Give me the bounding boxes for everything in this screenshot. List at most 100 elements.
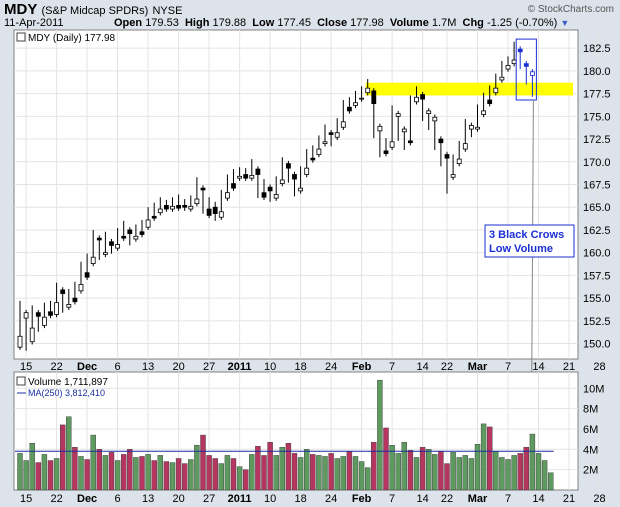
- price-x-tick-label: 14: [532, 361, 544, 373]
- price-x-tick-label: 28: [593, 361, 605, 373]
- price-x-tick-label: 18: [294, 361, 306, 373]
- volume-bar: [291, 453, 298, 491]
- price-x-tick-label: 27: [203, 361, 215, 373]
- price-candle-down: [261, 192, 267, 198]
- price-candle-up: [218, 211, 224, 218]
- price-candle-down: [231, 183, 236, 189]
- symbol: MDY: [4, 1, 38, 18]
- volume-bar: [401, 441, 407, 491]
- volume-bar: [133, 457, 139, 491]
- volume-bar: [169, 462, 176, 491]
- price-candle-up: [279, 179, 285, 184]
- volume-bar: [310, 454, 316, 491]
- price-candle-up: [414, 96, 419, 103]
- price-candle-down: [121, 235, 127, 239]
- volume-y-tick-label: 4M: [583, 444, 598, 456]
- price-candle-down: [438, 138, 444, 144]
- volume-bar: [41, 454, 48, 491]
- price-x-tick-label: 20: [172, 361, 184, 373]
- volume-bar: [438, 451, 444, 491]
- volume-bar: [480, 423, 487, 491]
- price-x-tick-label: Feb: [352, 361, 372, 373]
- price-candle-down: [255, 168, 261, 175]
- price-y-tick-label: 182.5: [583, 43, 611, 55]
- volume-bar: [151, 460, 157, 491]
- price-candle-up: [78, 284, 84, 292]
- volume-bar: [194, 445, 200, 491]
- price-candle-down: [60, 289, 66, 294]
- price-candle-up: [322, 141, 328, 145]
- price-candle-down: [285, 163, 291, 169]
- price-candle-up: [316, 148, 322, 155]
- price-candle-up: [194, 198, 200, 204]
- price-y-tick-label: 160.0: [583, 248, 611, 260]
- price-candle-up: [224, 192, 230, 199]
- volume-x-tick-label: Feb: [352, 493, 372, 505]
- volume-bar: [389, 445, 395, 491]
- volume-bar: [163, 461, 170, 491]
- price-candle-down: [346, 106, 352, 112]
- volume-bar: [23, 460, 29, 491]
- price-y-tick-label: 175.0: [583, 111, 611, 123]
- price-y-tick-label: 150.0: [583, 339, 611, 351]
- price-candle-up: [273, 194, 279, 199]
- price-candle-up: [90, 256, 96, 264]
- price-legend: MDY (Daily) 177.98: [28, 33, 116, 44]
- price-candle-up: [359, 97, 365, 100]
- price-candle-down: [72, 297, 78, 303]
- open-label: Open: [114, 17, 143, 29]
- price-candle-down: [517, 48, 523, 53]
- resistance-highlight: [365, 82, 573, 96]
- volume-bar: [419, 447, 426, 491]
- price-candle-down: [310, 157, 316, 161]
- volume-x-tick-label: 27: [203, 493, 215, 505]
- volume-bar: [108, 452, 115, 491]
- price-candle-up: [493, 87, 499, 94]
- price-candle-up: [401, 128, 407, 133]
- price-candle-down: [371, 90, 377, 105]
- volume-bar: [358, 461, 365, 491]
- price-candle-down: [109, 241, 114, 246]
- volume-bar: [523, 447, 529, 491]
- price-x-tick-label: 24: [325, 361, 337, 373]
- volume-bar: [224, 455, 231, 491]
- volume-bar: [462, 455, 468, 491]
- price-x-tick-label: 22: [441, 361, 453, 373]
- three-crows-box: [515, 38, 537, 101]
- dropdown-arrow-icon[interactable]: ▼: [560, 18, 570, 28]
- price-candle-up: [66, 304, 72, 308]
- volume-bar: [297, 457, 304, 491]
- price-candle-down: [206, 208, 212, 216]
- price-candle-up: [170, 205, 175, 210]
- volume-x-tick-label: 21: [563, 493, 575, 505]
- volume-bar: [383, 427, 389, 491]
- price-candle-down: [212, 206, 218, 214]
- volume-bar: [377, 379, 383, 491]
- price-candle-up: [475, 126, 480, 130]
- volume-x-tick-label: 22: [50, 493, 62, 505]
- volume-x-tick-label: 15: [20, 493, 32, 505]
- volume-y-axis: 2M 4M 6M 8M 10M: [583, 383, 604, 476]
- volume-x-tick-label: 2011: [228, 493, 252, 505]
- price-y-tick-label: 170.0: [583, 157, 611, 169]
- price-y-tick-label: 155.0: [583, 293, 611, 305]
- volume-bar: [395, 453, 401, 491]
- volume-bar: [487, 426, 493, 491]
- price-y-tick-label: 165.0: [583, 202, 611, 214]
- price-y-tick-label: 167.5: [583, 180, 611, 192]
- volume-bar: [334, 458, 340, 491]
- volume-value: 1.7M: [431, 17, 457, 29]
- volume-bar: [60, 424, 66, 491]
- volume-bar: [218, 463, 225, 491]
- price-candle-up: [426, 110, 432, 115]
- price-candle-down: [182, 205, 188, 208]
- price-candle-up: [499, 76, 505, 81]
- volume-bar: [230, 458, 237, 491]
- price-x-tick-label: 10: [264, 361, 276, 373]
- price-candle-down: [328, 132, 334, 135]
- volume-bar: [157, 455, 164, 491]
- price-x-tick-label: 22: [50, 361, 62, 373]
- volume-x-tick-label: Dec: [77, 493, 97, 505]
- price-candle-up: [340, 121, 346, 128]
